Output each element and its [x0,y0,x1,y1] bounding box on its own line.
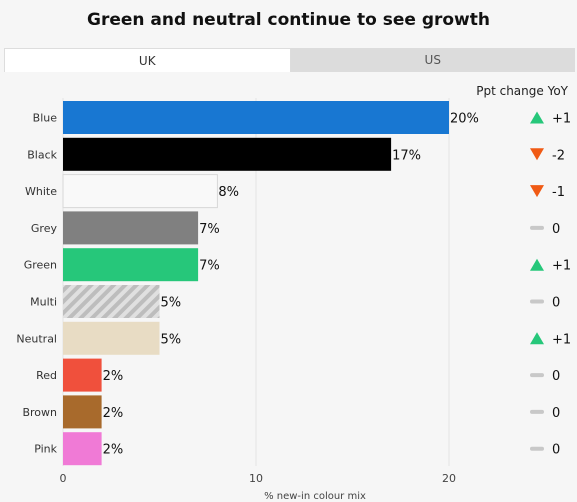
data-label: 2% [103,406,124,421]
bar-neutral [63,321,160,355]
flat-dash-icon [530,409,544,414]
category-label: Grey [31,222,58,235]
ppt-change-value: -2 [552,148,565,163]
bar-green [63,248,199,282]
chart-title: Green and neutral continue to see growth [87,10,490,30]
tab-uk[interactable]: UK [4,48,291,72]
bar-grey [63,211,199,245]
bar-red [63,358,102,392]
ppt-change-value: +1 [552,259,571,274]
ppt-change-value: -1 [552,185,565,200]
ppt-change-value: 0 [552,443,560,458]
country-tabs: UK US [4,48,575,72]
category-label: Black [27,148,57,161]
ppt-change-value: +1 [552,332,571,347]
flat-dash-icon [530,299,544,304]
ppt-change-value: 0 [552,296,560,311]
bar-multi [63,285,160,318]
data-label: 2% [103,369,124,384]
x-axis-title: % new-in colour mix [264,491,366,502]
x-tick-label: 10 [249,472,263,485]
ppt-change-value: 0 [552,222,560,237]
up-arrow-icon [530,111,544,124]
flat-dash-icon [530,225,544,230]
category-label: Pink [34,443,57,456]
bar-pink [63,432,102,466]
ppt-change-value: +1 [552,112,571,127]
category-label: Red [36,369,57,382]
flat-dash-icon [530,446,544,451]
category-label: Neutral [16,332,57,345]
down-arrow-icon [530,185,544,198]
data-label: 2% [103,443,124,458]
up-arrow-icon [530,332,544,345]
data-label: 5% [161,332,182,347]
flat-dash-icon [530,373,544,378]
bar-brown [63,395,102,429]
ppt-change-value: 0 [552,406,560,421]
category-label: Green [24,259,57,272]
data-label: 5% [161,296,182,311]
data-label: 7% [199,259,220,274]
tab-us[interactable]: US [290,48,575,72]
category-label: Multi [30,296,57,309]
down-arrow-icon [530,148,544,161]
bar-blue [63,101,449,134]
category-label: Blue [33,112,58,125]
ppt-change-header: Ppt change YoY [476,84,568,98]
ppt-change-value: 0 [552,369,560,384]
x-tick-label: 20 [442,472,456,485]
category-label: White [25,185,57,198]
data-label: 20% [450,112,479,127]
up-arrow-icon [530,258,544,271]
category-label: Brown [22,406,57,419]
data-label: 7% [199,222,220,237]
bar-black [63,137,392,171]
data-label: 8% [218,185,239,200]
x-tick-label: 0 [60,472,67,485]
bar-white [62,174,218,209]
data-label: 17% [392,148,421,163]
